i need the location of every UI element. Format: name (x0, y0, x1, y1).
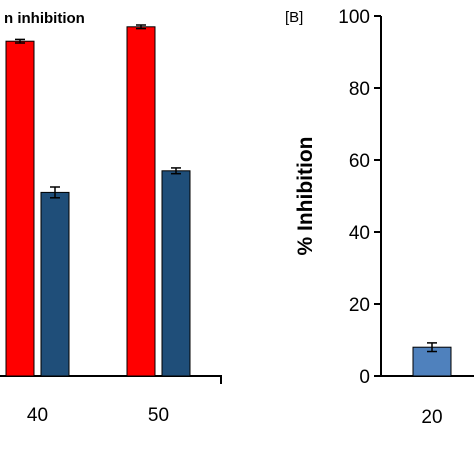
panel-b-bars (412, 342, 452, 377)
y-tick-label: 20 (349, 295, 370, 316)
panel-b-x-tick-label: 20 (421, 407, 442, 428)
y-tick-label: 80 (349, 79, 370, 100)
y-tick-label: 60 (349, 151, 370, 172)
panel-b: [B] % Inhibition 0 20 40 60 80 100 20 (285, 7, 474, 428)
y-tick-label: 40 (349, 223, 370, 244)
panel-b-title: [B] (285, 9, 303, 26)
bar (161, 170, 191, 377)
panel-a: n inhibition 40 50 (0, 10, 222, 426)
bar (126, 26, 156, 377)
panel-b-y-ticks: 0 20 40 60 80 100 (338, 7, 381, 388)
panel-a-legend-text: n inhibition (4, 10, 85, 27)
bar (40, 191, 70, 377)
bar (5, 40, 35, 377)
y-tick-label: 0 (359, 367, 370, 388)
panel-a-x-tick-label: 40 (27, 405, 48, 426)
y-axis-label: % Inhibition (294, 137, 317, 256)
y-tick-label: 100 (338, 7, 370, 28)
panel-a-x-tick-label: 50 (148, 405, 169, 426)
panel-a-bars (5, 24, 191, 377)
